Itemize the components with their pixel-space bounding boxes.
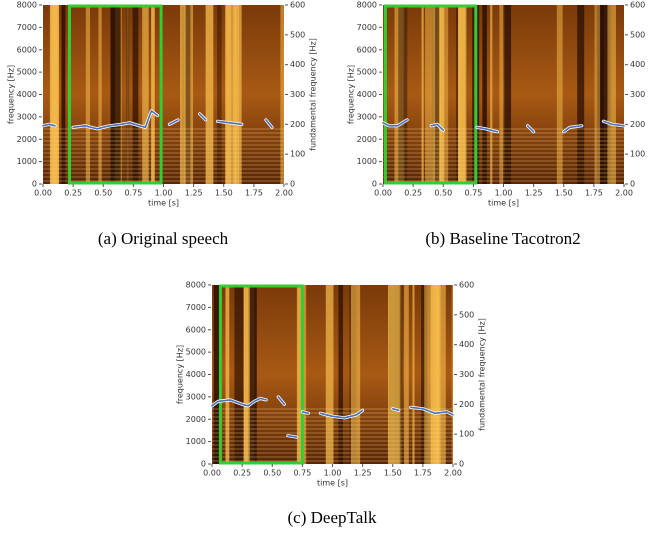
y-tick-label: 3000: [17, 112, 37, 121]
y-tick-label: 1000: [17, 157, 37, 166]
caption: (b) Baseline Tacotron2: [425, 229, 580, 248]
x-tick-label: 2.00: [275, 189, 293, 198]
x-tick-label: 0.50: [263, 469, 281, 478]
y-tick-label: 0: [32, 180, 37, 189]
x-tick-label: 1.75: [245, 189, 263, 198]
y2-tick-label: 600: [290, 1, 305, 10]
y2-tick-label: 300: [290, 90, 305, 99]
y2-tick-label: 300: [459, 370, 474, 379]
x-tick-label: 0.00: [34, 189, 52, 198]
y2-tick-label: 100: [290, 150, 305, 159]
y-tick-label: 2000: [17, 135, 37, 144]
x-tick-label: 0.50: [434, 189, 452, 198]
y-tick-label: 8000: [186, 281, 206, 290]
y-tick-label: 5000: [17, 68, 37, 77]
x-tick-label: 0.25: [404, 189, 422, 198]
x-tick-label: 0.25: [233, 469, 251, 478]
y2-axis-label: fundamental frequency [Hz]: [309, 38, 318, 151]
x-tick-label: 1.50: [384, 469, 402, 478]
x-tick-label: 1.00: [324, 469, 342, 478]
y-tick-label: 2000: [357, 135, 377, 144]
y-tick-label: 2000: [186, 415, 206, 424]
y-axis-label: frequency [Hz]: [176, 345, 185, 404]
y-tick-label: 5000: [186, 348, 206, 357]
y-tick-label: 7000: [186, 303, 206, 312]
y2-axis-label: fundamental frequency [Hz]: [478, 318, 487, 431]
x-tick-label: 0.25: [64, 189, 82, 198]
y-tick-label: 6000: [357, 45, 377, 54]
y2-tick-label: 300: [630, 90, 645, 99]
x-axis-label: time [s]: [317, 479, 348, 488]
y-tick-label: 7000: [17, 23, 37, 32]
caption: (a) Original speech: [98, 229, 229, 248]
y2-tick-label: 600: [459, 281, 474, 290]
x-axis-label: time [s]: [488, 199, 519, 208]
y-tick-label: 7000: [357, 23, 377, 32]
x-tick-label: 1.25: [354, 469, 372, 478]
y-tick-label: 1000: [186, 437, 206, 446]
y2-tick-label: 400: [630, 60, 645, 69]
y-tick-label: 8000: [17, 1, 37, 10]
x-tick-label: 2.00: [444, 469, 462, 478]
x-tick-label: 0.75: [464, 189, 482, 198]
x-tick-label: 0.75: [124, 189, 142, 198]
y-axis-label: frequency [Hz]: [7, 65, 16, 124]
y-tick-label: 6000: [186, 325, 206, 334]
y2-tick-label: 200: [459, 400, 474, 409]
y2-tick-label: 100: [459, 430, 474, 439]
y2-tick-label: 500: [290, 30, 305, 39]
y-tick-label: 8000: [357, 1, 377, 10]
y2-tick-label: 500: [459, 310, 474, 319]
y2-tick-label: 200: [630, 120, 645, 129]
x-tick-label: 0.50: [94, 189, 112, 198]
x-axis-label: time [s]: [148, 199, 179, 208]
spectrogram: [212, 285, 453, 464]
caption: (c) DeepTalk: [288, 508, 377, 527]
y2-tick-label: 0: [630, 180, 635, 189]
y2-tick-label: 400: [290, 60, 305, 69]
y2-tick-label: 400: [459, 340, 474, 349]
y2-tick-label: 0: [459, 460, 464, 469]
y-tick-label: 3000: [357, 112, 377, 121]
x-tick-label: 1.00: [495, 189, 513, 198]
y2-tick-label: 500: [630, 30, 645, 39]
x-tick-label: 1.50: [215, 189, 233, 198]
y2-tick-label: 100: [630, 150, 645, 159]
x-tick-label: 1.50: [555, 189, 573, 198]
y-tick-label: 3000: [186, 392, 206, 401]
x-tick-label: 1.75: [414, 469, 432, 478]
y-tick-label: 4000: [357, 90, 377, 99]
y-tick-label: 5000: [357, 68, 377, 77]
x-tick-label: 1.25: [525, 189, 543, 198]
x-tick-label: 1.00: [155, 189, 173, 198]
y2-tick-label: 600: [630, 1, 645, 10]
x-tick-label: 1.75: [585, 189, 603, 198]
y-axis-label: frequency [Hz]: [347, 65, 356, 124]
x-tick-label: 0.75: [293, 469, 311, 478]
y-tick-label: 1000: [357, 157, 377, 166]
x-tick-label: 2.00: [615, 189, 633, 198]
spectrogram: [383, 5, 624, 184]
y-tick-label: 0: [201, 460, 206, 469]
x-tick-label: 1.25: [185, 189, 203, 198]
y-tick-label: 4000: [186, 370, 206, 379]
spectrogram: [43, 5, 284, 184]
y2-tick-label: 200: [290, 120, 305, 129]
x-tick-label: 0.00: [203, 469, 221, 478]
x-tick-label: 0.00: [374, 189, 392, 198]
y-tick-label: 6000: [17, 45, 37, 54]
y2-tick-label: 0: [290, 180, 295, 189]
y-tick-label: 0: [372, 180, 377, 189]
y-tick-label: 4000: [17, 90, 37, 99]
